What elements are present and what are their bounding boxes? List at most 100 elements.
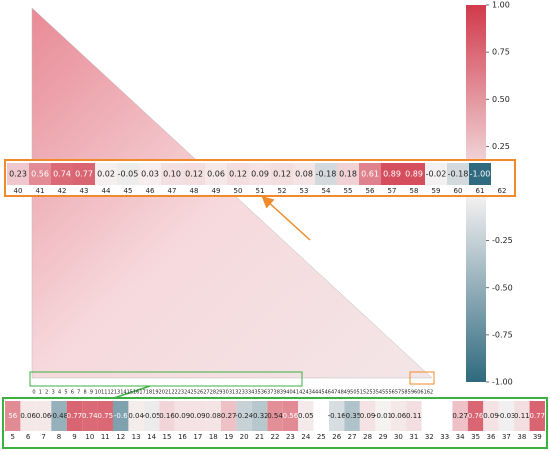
heatmap-label: 58	[401, 390, 407, 396]
heatmap-label: 59	[408, 390, 414, 396]
cell-label: 0.09	[360, 412, 376, 420]
cell-label: 0.08	[205, 412, 221, 420]
heatmap-label: 48	[337, 390, 343, 396]
heatmap-label: 36	[261, 390, 267, 396]
cell	[97, 401, 113, 431]
x-tick-label: 36	[487, 433, 496, 441]
cell	[282, 401, 299, 431]
heatmap-label: 52	[363, 390, 369, 396]
x-tick-label: 22	[271, 433, 280, 441]
cell-label: 0.08	[295, 170, 313, 179]
cell	[329, 401, 345, 431]
x-tick-label: 14	[147, 433, 156, 441]
cell	[95, 163, 117, 185]
cell-label: 0.77	[67, 412, 83, 420]
cell	[190, 401, 206, 431]
heatmap-label: 5	[64, 390, 67, 396]
x-tick-label: 19	[224, 433, 233, 441]
cell	[161, 163, 183, 185]
cell	[267, 401, 283, 431]
x-tick-label: 30	[394, 433, 403, 441]
cell	[117, 163, 139, 185]
x-tick-label: 48	[190, 187, 199, 195]
cell-label: 0.12	[229, 170, 247, 179]
x-tick-label: 57	[388, 187, 397, 195]
x-tick-label: 59	[432, 187, 441, 195]
cell-label: 0.89	[405, 170, 423, 179]
x-tick-label: 9	[72, 433, 76, 441]
x-tick-label: 28	[363, 433, 372, 441]
x-tick-label: 10	[85, 433, 94, 441]
x-tick-label: 8	[57, 433, 61, 441]
heatmap-label: 8	[84, 390, 87, 396]
cell-label: 0.05	[298, 412, 314, 420]
cell-label: -0.05	[143, 412, 161, 420]
heatmap-label: 42	[299, 390, 305, 396]
cell	[467, 401, 484, 431]
cell-label: -0.05	[118, 170, 139, 179]
x-tick-label: 58	[410, 187, 419, 195]
colorbar-label: -0.50	[492, 283, 513, 292]
cell	[249, 163, 271, 185]
cell-label: 0.04	[128, 412, 144, 420]
x-tick-label: 21	[255, 433, 264, 441]
cell	[359, 401, 376, 431]
x-tick-label: 51	[256, 187, 265, 195]
cell-label: 0.23	[9, 170, 27, 179]
heatmap-label: 13	[114, 390, 120, 396]
x-tick-label: 47	[168, 187, 177, 195]
cell-label: 0.56	[283, 412, 299, 420]
cell	[381, 163, 403, 185]
x-tick-label: 55	[344, 187, 353, 195]
cell-label: 0.03	[141, 170, 159, 179]
x-tick-label: 5	[10, 433, 14, 441]
highlight-row	[409, 371, 435, 385]
cell-label: 0.77	[75, 170, 93, 179]
cell	[271, 163, 293, 185]
colorbar-label: 1.00	[492, 1, 510, 10]
x-tick-label: 34	[456, 433, 465, 441]
x-tick-label: 50	[234, 187, 243, 195]
cell	[236, 401, 252, 431]
cell	[425, 163, 447, 185]
heatmap-label: 35	[254, 390, 260, 396]
arrow	[261, 195, 311, 241]
heatmap-label: 50	[350, 390, 356, 396]
cell-label: 0.89	[383, 170, 401, 179]
cell-label: 0.76	[468, 412, 484, 420]
cell-label: -0.6	[114, 412, 128, 420]
cell-label: 0.27	[221, 412, 237, 420]
x-tick-label: 41	[36, 187, 45, 195]
x-tick-label: 53	[300, 187, 309, 195]
heatmap-label: 41	[293, 390, 299, 396]
cell	[20, 401, 36, 431]
heatmap-label: 3	[52, 390, 55, 396]
x-tick-label: 52	[278, 187, 287, 195]
heatmap-label: 20	[159, 390, 165, 396]
cell	[344, 401, 360, 431]
heatmap-label: 19	[152, 390, 158, 396]
x-tick-label: 25	[317, 433, 326, 441]
x-tick-label: 61	[476, 187, 485, 195]
cell-label: -1.00	[470, 170, 491, 179]
cell	[406, 401, 422, 431]
cell-label: -0.02	[426, 170, 447, 179]
cell-label: 0.75	[97, 412, 113, 420]
x-tick-label: 26	[332, 433, 341, 441]
cell	[251, 401, 268, 431]
cell-label: -0.18	[448, 170, 469, 179]
heatmap-label: 49	[344, 390, 350, 396]
heatmap-label: 23	[178, 390, 184, 396]
x-tick-label: 33	[440, 433, 449, 441]
cell	[337, 163, 359, 185]
cell	[7, 163, 29, 185]
heatmap-label: 53	[369, 390, 375, 396]
x-tick-label: 27	[348, 433, 357, 441]
cell	[529, 401, 545, 431]
heatmap-label: 51	[357, 390, 363, 396]
cell-label: 0.02	[97, 170, 115, 179]
cell-label: 0.56	[31, 170, 49, 179]
heatmap-label: 33	[242, 390, 248, 396]
x-tick-label: 11	[101, 433, 110, 441]
cell-label: 0.06	[391, 412, 407, 420]
